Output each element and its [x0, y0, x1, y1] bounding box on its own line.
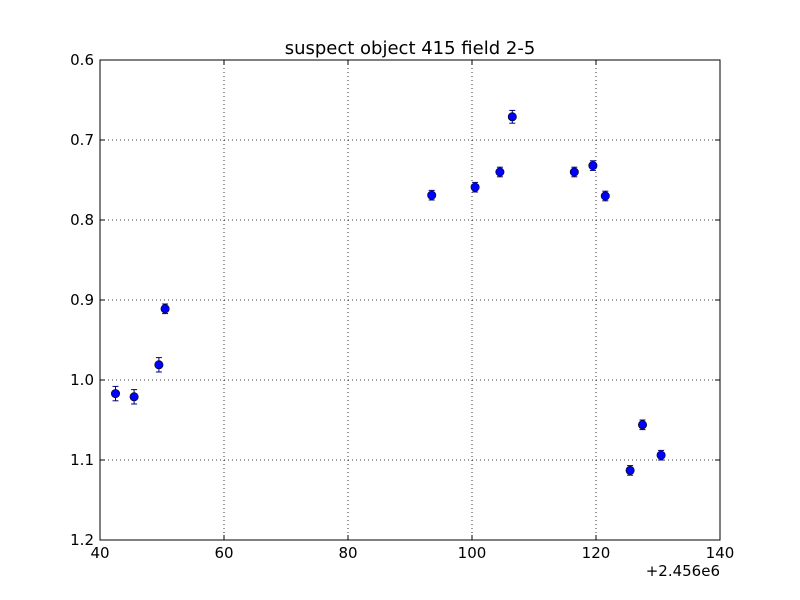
data-point-group [495, 166, 505, 178]
data-point [129, 392, 139, 402]
data-point [637, 420, 647, 430]
data-point-group [154, 357, 164, 373]
data-point [111, 389, 121, 399]
data-point-group [470, 181, 480, 193]
data-point-group [111, 385, 121, 402]
data-point [427, 190, 437, 200]
data-point [470, 182, 480, 192]
y-tick-label: 0.6 [70, 51, 94, 69]
data-point-group [129, 389, 139, 405]
y-tick-label: 1.0 [70, 371, 94, 389]
data-points [111, 109, 666, 476]
data-point-group [637, 419, 647, 431]
data-point-group [588, 160, 598, 171]
y-tick-label: 0.8 [70, 211, 94, 229]
grid [100, 60, 720, 540]
data-point-group [507, 109, 517, 124]
data-point-group [569, 166, 579, 178]
data-point [625, 465, 635, 475]
chart-title: suspect object 415 field 2-5 [285, 38, 536, 59]
data-point [656, 450, 666, 460]
data-point [160, 304, 170, 314]
data-point [495, 167, 505, 177]
y-tick-label: 0.7 [70, 131, 94, 149]
x-tick-label: 60 [214, 544, 233, 562]
data-point-group [427, 189, 437, 201]
x-offset-label: +2.456e6 [646, 562, 720, 580]
plot-frame [99, 59, 721, 541]
x-tick-label: 120 [582, 544, 611, 562]
data-point-group [656, 449, 666, 461]
data-point [569, 167, 579, 177]
x-tick-label: 80 [338, 544, 357, 562]
y-tick-label: 1.1 [70, 451, 94, 469]
data-point [600, 191, 610, 201]
data-point-group [600, 190, 610, 202]
x-tick-label: 140 [706, 544, 735, 562]
data-point-group [625, 465, 635, 476]
data-point [588, 161, 598, 171]
data-point-group [160, 303, 170, 315]
y-tick-label: 0.9 [70, 291, 94, 309]
data-point [507, 112, 517, 122]
ticks: 40 60 80 100 120 140 0.6 0.7 0.8 0.9 1.0 1.1 1.2 [70, 51, 734, 562]
x-tick-label: 40 [90, 544, 109, 562]
y-tick-label: 1.2 [70, 531, 94, 549]
data-point [154, 360, 164, 370]
x-tick-label: 100 [458, 544, 487, 562]
